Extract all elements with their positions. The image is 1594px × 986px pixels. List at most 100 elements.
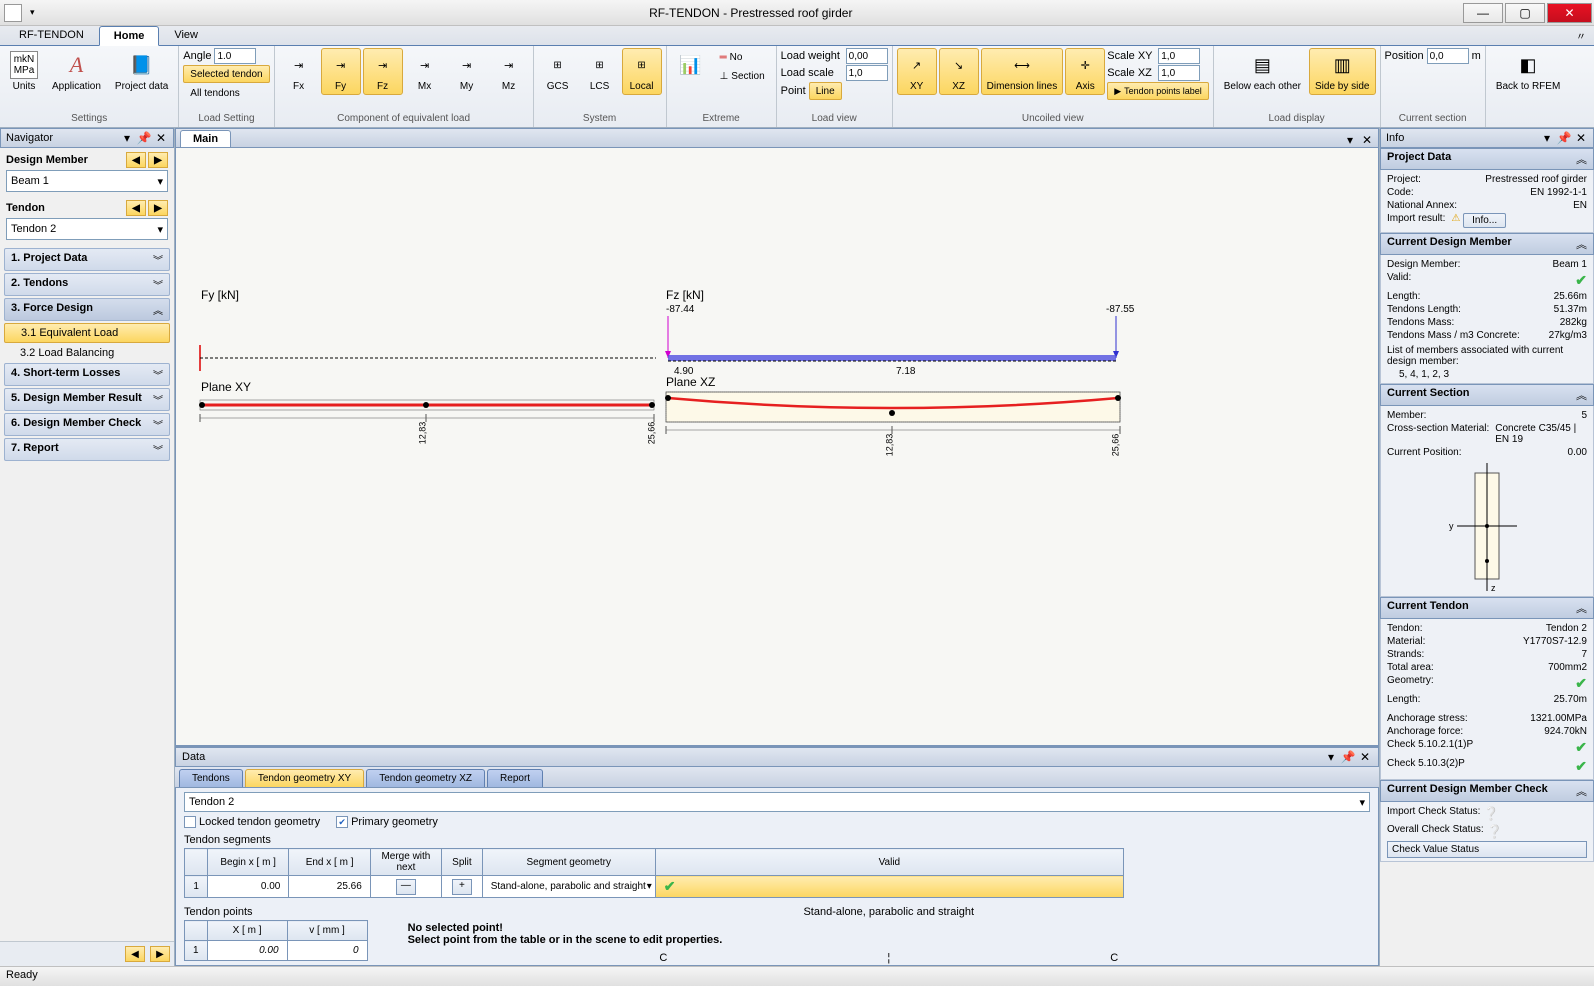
nav-item[interactable]: 4. Short-term Losses︾ xyxy=(4,363,170,386)
main-dropdown-icon[interactable]: ▾ xyxy=(1343,133,1357,147)
nav-dropdown-icon[interactable]: ▾ xyxy=(120,131,134,145)
tree-next-button[interactable]: ▶ xyxy=(150,946,170,962)
local-button[interactable]: ⊞Local xyxy=(622,48,662,95)
close-button[interactable]: ✕ xyxy=(1547,3,1592,23)
section-extreme-button[interactable]: ⊥Section xyxy=(713,67,772,85)
tendon-next-button[interactable]: ▶ xyxy=(148,200,168,216)
load-weight-input[interactable] xyxy=(846,48,888,64)
angle-input[interactable] xyxy=(214,48,256,64)
nav-pin-icon[interactable]: 📌 xyxy=(137,131,151,145)
data-close-icon[interactable]: ✕ xyxy=(1358,750,1372,764)
tendon-prev-button[interactable]: ◀ xyxy=(126,200,146,216)
seg-end[interactable]: 25.66 xyxy=(289,876,370,898)
nav-subitem[interactable]: 3.1 Equivalent Load xyxy=(4,323,170,343)
nav-item[interactable]: 1. Project Data︾ xyxy=(4,248,170,271)
nav-item[interactable]: 7. Report︾ xyxy=(4,438,170,461)
split-button[interactable]: + xyxy=(452,879,472,895)
assoc-members: 5, 4, 1, 2, 3 xyxy=(1387,367,1587,380)
position-input[interactable] xyxy=(1427,48,1469,64)
units-button[interactable]: mkNMPaUnits xyxy=(4,48,44,95)
view-tab[interactable]: View xyxy=(159,25,213,45)
selected-tendon-button[interactable]: Selected tendon xyxy=(183,65,269,83)
minimize-button[interactable]: — xyxy=(1463,3,1503,23)
no-extreme-button[interactable]: ═No xyxy=(713,48,772,66)
segment-geometry-select[interactable]: Stand-alone, parabolic and straight▾ xyxy=(482,876,655,898)
application-button[interactable]: AApplication xyxy=(46,48,107,95)
mz-button[interactable]: ⇥Mz xyxy=(489,48,529,95)
data-tab[interactable]: Report xyxy=(487,769,543,787)
scale-xy-input[interactable] xyxy=(1158,48,1200,64)
table-row[interactable]: 1 0.00 0 xyxy=(185,941,368,961)
data-tab[interactable]: Tendon geometry XY xyxy=(245,769,364,787)
current-section-header[interactable]: Current Section xyxy=(1387,387,1470,403)
help-icon[interactable]: ❔ xyxy=(1487,824,1503,840)
info-pin-icon[interactable]: 📌 xyxy=(1557,131,1571,145)
maximize-button[interactable]: ▢ xyxy=(1505,3,1545,23)
line-button[interactable]: Line xyxy=(809,82,842,100)
load-scale-input[interactable] xyxy=(846,65,888,81)
gcs-button[interactable]: ⊞GCS xyxy=(538,48,578,95)
xy-button[interactable]: ↗XY xyxy=(897,48,937,95)
mx-button[interactable]: ⇥Mx xyxy=(405,48,445,95)
nav-item[interactable]: 6. Design Member Check︾ xyxy=(4,413,170,436)
no-selected-point: No selected point! xyxy=(408,918,1370,934)
axis-button[interactable]: ✛Axis xyxy=(1065,48,1105,95)
scale-xz-input[interactable] xyxy=(1158,65,1200,81)
tendon-select[interactable]: Tendon 2 xyxy=(6,218,168,240)
tree-prev-button[interactable]: ◀ xyxy=(125,946,145,962)
side-by-side-button[interactable]: ▥Side by side xyxy=(1309,48,1375,95)
info-close-icon[interactable]: ✕ xyxy=(1574,131,1588,145)
pt-x[interactable]: 0.00 xyxy=(207,941,287,961)
nav-item[interactable]: 5. Design Member Result︾ xyxy=(4,388,170,411)
pt-v[interactable]: 0 xyxy=(287,941,367,961)
nav-item[interactable]: 2. Tendons︾ xyxy=(4,273,170,296)
fy-button[interactable]: ⇥Fy xyxy=(321,48,361,95)
below-each-other-button[interactable]: ▤Below each other xyxy=(1218,48,1307,95)
nav-item[interactable]: 3. Force Design︽ xyxy=(4,298,170,321)
check-value-status-button[interactable]: Check Value Status xyxy=(1387,841,1587,858)
my-button[interactable]: ⇥My xyxy=(447,48,487,95)
load-view-group: Load weight Load scale PointLine Load vi… xyxy=(777,46,893,127)
seg-begin[interactable]: 0.00 xyxy=(207,876,288,898)
tendon-points-label-button[interactable]: ▶Tendon points label xyxy=(1107,82,1208,100)
lcs-button[interactable]: ⊞LCS xyxy=(580,48,620,95)
back-to-rfem-button[interactable]: ◧Back to RFEM xyxy=(1490,48,1566,95)
current-dm-header[interactable]: Current Design Member xyxy=(1387,236,1512,252)
data-tab[interactable]: Tendon geometry XZ xyxy=(366,769,485,787)
locked-geometry-checkbox[interactable]: Locked tendon geometry xyxy=(184,816,320,828)
data-dropdown-icon[interactable]: ▾ xyxy=(1324,750,1338,764)
qat-dropdown-icon[interactable]: ▾ xyxy=(26,7,39,18)
main-close-icon[interactable]: ✕ xyxy=(1360,133,1374,147)
info-button[interactable]: Info... xyxy=(1463,213,1506,228)
rf-tendon-tab[interactable]: RF-TENDON xyxy=(4,25,99,45)
home-tab[interactable]: Home xyxy=(99,26,160,46)
extreme-button[interactable]: 📊 xyxy=(671,48,711,82)
data-pin-icon[interactable]: 📌 xyxy=(1341,750,1355,764)
design-member-select[interactable]: Beam 1 xyxy=(6,170,168,192)
nav-subitem[interactable]: 3.2 Load Balancing xyxy=(4,344,170,362)
project-data-header[interactable]: Project Data xyxy=(1387,151,1451,167)
data-tab[interactable]: Tendons xyxy=(179,769,243,787)
data-tendon-select[interactable]: Tendon 2 xyxy=(184,792,1370,812)
info-row: Tendon:Tendon 2 xyxy=(1387,622,1587,635)
info-dropdown-icon[interactable]: ▾ xyxy=(1540,131,1554,145)
fx-button[interactable]: ⇥Fx xyxy=(279,48,319,95)
help-icon[interactable]: ❔ xyxy=(1483,806,1499,822)
all-tendons-button[interactable]: All tendons xyxy=(183,84,269,102)
nav-close-icon[interactable]: ✕ xyxy=(154,131,168,145)
table-row[interactable]: 1 0.00 25.66 — + Stand-alone, parabolic … xyxy=(185,876,1124,898)
merge-button[interactable]: — xyxy=(396,879,416,895)
project-data-button[interactable]: 📘Project data xyxy=(109,48,174,95)
dm-next-button[interactable]: ▶ xyxy=(148,152,168,168)
main-tab[interactable]: Main xyxy=(180,130,231,147)
main-canvas[interactable]: Fy [kN] Fz [kN] -87.44 -87.55 4.90 7.18 … xyxy=(175,148,1379,746)
fz-button[interactable]: ⇥Fz xyxy=(363,48,403,95)
ribbon-collapse-icon[interactable]: 〃 xyxy=(1568,26,1594,45)
dm-prev-button[interactable]: ◀ xyxy=(126,152,146,168)
primary-geometry-checkbox[interactable]: ✔Primary geometry xyxy=(336,816,438,828)
fz-label: Fz [kN] xyxy=(666,288,704,302)
dimension-lines-button[interactable]: ⟷Dimension lines xyxy=(981,48,1064,95)
dm-check-header[interactable]: Current Design Member Check xyxy=(1387,783,1548,799)
xz-button[interactable]: ↘XZ xyxy=(939,48,979,95)
current-tendon-header[interactable]: Current Tendon xyxy=(1387,600,1469,616)
